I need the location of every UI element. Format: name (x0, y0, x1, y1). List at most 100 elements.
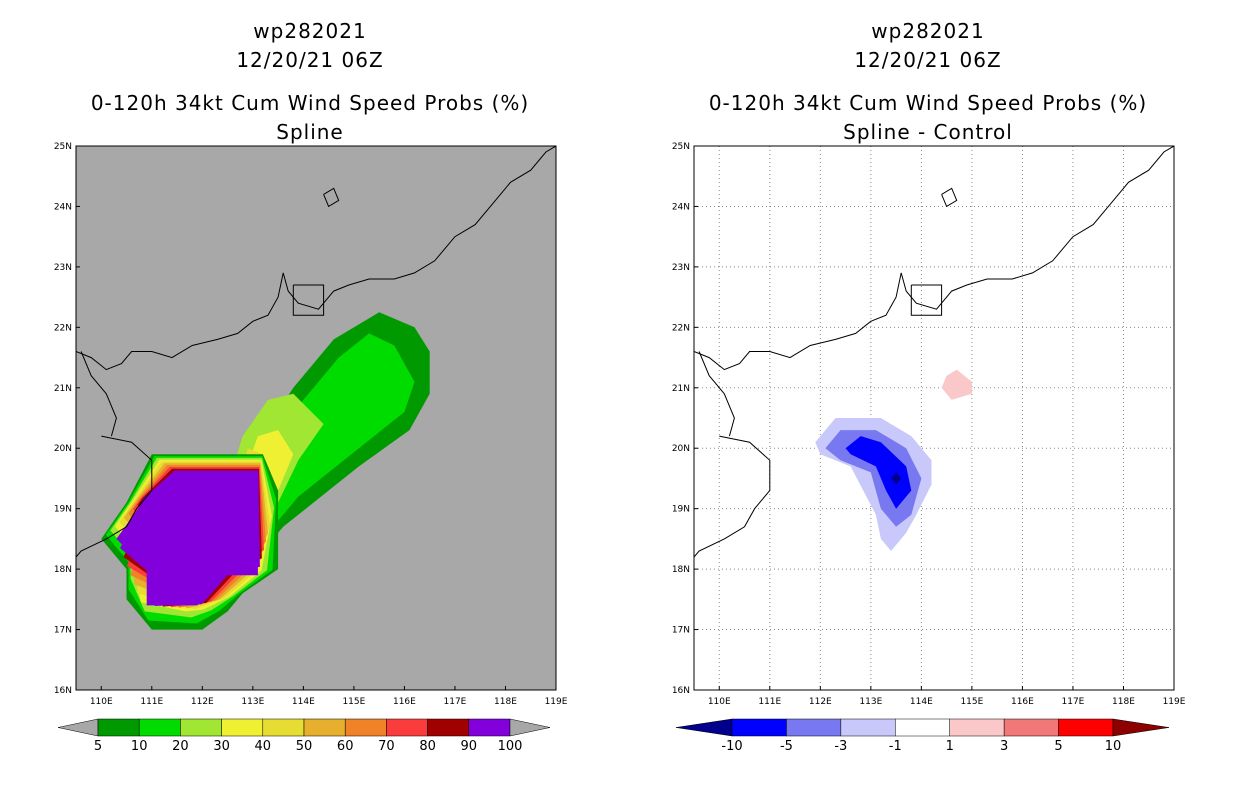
right-colorbar-swatch (1058, 718, 1114, 737)
right-colorbar-label: 1 (946, 739, 954, 754)
right-lon-tick: 117E (1062, 697, 1085, 707)
right-coastline (698, 351, 735, 437)
left-colorbar-label: 90 (461, 739, 478, 754)
left-lon-tick: 119E (545, 697, 568, 707)
left-lat-tick: 23N (54, 263, 72, 273)
right-colorbar-swatch (1003, 718, 1059, 737)
right-lat-tick: 19N (672, 505, 690, 515)
left-lat-tick: 19N (54, 505, 72, 515)
left-colorbar-label: 20 (172, 739, 189, 754)
left-datetime: 12/20/21 06Z (236, 48, 383, 72)
left-lon-tick: 115E (342, 697, 365, 707)
left-colorbar-label: 80 (419, 739, 436, 754)
left-lon-tick: 113E (241, 697, 264, 707)
right-colorbar-under (675, 718, 733, 737)
right-colorbar-label: 3 (1000, 739, 1008, 754)
right-lon-tick: 114E (910, 697, 933, 707)
left-lon-tick: 111E (140, 697, 163, 707)
right-plot-background (694, 146, 1174, 690)
left-lat-tick: 20N (54, 444, 72, 454)
left-chart-subtitle: Spline (276, 120, 343, 144)
left-colorbar: 5 10 20 30 40 50 60 70 80 90 100 (57, 718, 551, 754)
right-lat-tick: 23N (672, 263, 690, 273)
right-colorbar-label: 5 (1054, 739, 1062, 754)
left-colorbar-label: 60 (337, 739, 354, 754)
right-lat-tick: 25N (672, 142, 690, 152)
right-colorbar-label: -5 (780, 739, 793, 754)
left-colorbar-swatch (97, 718, 140, 737)
left-lon-tick: 112E (191, 697, 214, 707)
left-coastline (80, 351, 117, 437)
left-core-100 (116, 472, 258, 606)
left-colorbar-swatch (138, 718, 181, 737)
right-coastline (694, 435, 771, 558)
left-colorbar-label: 10 (131, 739, 148, 754)
right-coastline (941, 187, 958, 208)
left-lon-tick: 110E (90, 697, 113, 707)
left-map-layer (76, 146, 556, 630)
left-colorbar-swatch (386, 718, 428, 737)
left-lat-tick: 25N (54, 142, 72, 152)
right-plot-area (693, 145, 1175, 691)
right-lat-tick: 18N (672, 565, 690, 575)
left-colorbar-label: 30 (213, 739, 230, 754)
left-lon-tick: 117E (444, 697, 467, 707)
right-colorbar-label: -1 (889, 739, 902, 754)
right-map-layer (694, 146, 1174, 690)
left-lat-tick: 22N (54, 323, 72, 333)
left-colorbar-label: 50 (296, 739, 313, 754)
left-storm-id: wp282021 (253, 19, 366, 43)
left-lat-tick: 24N (54, 202, 72, 212)
right-lon-tick: 119E (1163, 697, 1186, 707)
right-contour--5 (845, 436, 912, 509)
left-lat-tick: 16N (54, 686, 72, 696)
right-colorbar-label: 10 (1105, 739, 1122, 754)
right-contour-1 (941, 369, 972, 400)
left-colorbar-label: 70 (378, 739, 395, 754)
right-lon-tick: 110E (708, 697, 731, 707)
right-lon-tick: 113E (859, 697, 882, 707)
right-lon-tick: 112E (809, 697, 832, 707)
left-colorbar-label: 40 (255, 739, 272, 754)
left-chart-panel: wp282021 12/20/21 06Z 0-120h 34kt Cum Wi… (54, 19, 568, 754)
right-colorbar-swatch (786, 718, 842, 737)
left-colorbar-swatch (427, 718, 470, 737)
right-colorbar: -10 -5 -3 -1 1 3 5 10 (675, 718, 1170, 754)
left-lat-tick: 21N (54, 384, 72, 394)
right-lat-tick: 22N (672, 323, 690, 333)
left-colorbar-under (57, 718, 99, 737)
left-colorbar-swatch (262, 718, 305, 737)
left-colorbar-swatch (468, 718, 511, 737)
right-chart-panel: wp282021 12/20/21 06Z 0-120h 34kt Cum Wi… (672, 19, 1186, 754)
right-lat-tick: 24N (672, 202, 690, 212)
left-lon-tick: 116E (393, 697, 416, 707)
left-colorbar-swatch (221, 718, 264, 737)
right-colorbar-swatch (840, 718, 896, 737)
right-lat-tick: 16N (672, 686, 690, 696)
left-lon-tick: 114E (292, 697, 315, 707)
right-coastline (910, 284, 943, 316)
right-chart-title: 0-120h 34kt Cum Wind Speed Probs (%) (709, 91, 1147, 115)
left-plot-area (75, 145, 557, 691)
left-plot-frame (75, 145, 557, 691)
right-colorbar-label: -10 (721, 739, 742, 754)
left-colorbar-swatch (303, 718, 346, 737)
right-lat-tick: 17N (672, 626, 690, 636)
left-lat-tick: 17N (54, 626, 72, 636)
right-chart-subtitle: Spline - Control (843, 120, 1013, 144)
left-chart-title: 0-120h 34kt Cum Wind Speed Probs (%) (91, 91, 529, 115)
right-lon-tick: 111E (758, 697, 781, 707)
right-colorbar-swatch (731, 718, 787, 737)
right-lat-tick: 21N (672, 384, 690, 394)
right-lon-tick: 116E (1011, 697, 1034, 707)
right-lon-tick: 118E (1112, 697, 1135, 707)
left-colorbar-swatch (344, 718, 387, 737)
right-contour--10 (891, 472, 902, 485)
left-colorbar-label: 100 (498, 739, 523, 754)
left-colorbar-swatch (180, 718, 222, 737)
left-axis-ticks: 110E 111E 112E 113E 114E 115E 116E 117E 118E 119E… (54, 142, 568, 707)
left-colorbar-label: 5 (94, 739, 102, 754)
left-lat-tick: 18N (54, 565, 72, 575)
right-storm-id: wp282021 (871, 19, 984, 43)
